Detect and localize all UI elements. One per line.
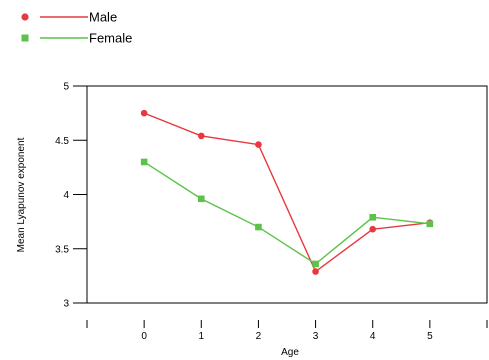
series-female (140, 158, 434, 268)
legend-item-female: Female (21, 31, 132, 46)
x-tick-label: 0 (141, 331, 147, 342)
y-tick-label: 4 (63, 190, 69, 201)
x-tick-label: 2 (256, 331, 262, 342)
legend-label: Female (89, 31, 132, 46)
x-tick-label: 1 (199, 331, 205, 342)
plot-border (86, 85, 488, 304)
x-axis: 0 1 2 3 4 5 (86, 320, 488, 342)
plot-frame (86, 85, 488, 304)
y-axis-label: Mean Lyapunov exponent (16, 137, 27, 252)
data-point (197, 132, 205, 140)
data-point (312, 260, 319, 268)
data-point (255, 141, 262, 148)
data-point (312, 268, 319, 275)
y-axis: 3 3.5 4 4.5 5 (55, 82, 87, 310)
x-tick-label: 5 (427, 331, 433, 342)
series-male (140, 109, 434, 275)
x-tick-label: 4 (370, 331, 376, 342)
legend-marker (21, 34, 29, 42)
legend: Male Female (21, 10, 132, 46)
y-tick-label: 3 (63, 299, 69, 310)
series-line-male (143, 112, 430, 273)
y-tick-label: 3.5 (55, 244, 69, 255)
series-layer (140, 109, 434, 275)
series-line-female (143, 161, 430, 265)
data-point (197, 195, 205, 203)
legend-item-male: Male (21, 10, 117, 25)
y-tick-label: 5 (63, 82, 69, 93)
data-point (426, 220, 434, 228)
data-point (369, 213, 377, 221)
data-point (369, 225, 377, 233)
data-point (255, 223, 262, 231)
y-tick-label: 4.5 (55, 136, 69, 147)
legend-marker (21, 13, 29, 21)
x-axis-label: Age (281, 347, 299, 358)
data-point (140, 158, 148, 166)
x-tick-label: 3 (313, 331, 319, 342)
data-point (140, 109, 148, 117)
legend-label: Male (89, 10, 117, 25)
